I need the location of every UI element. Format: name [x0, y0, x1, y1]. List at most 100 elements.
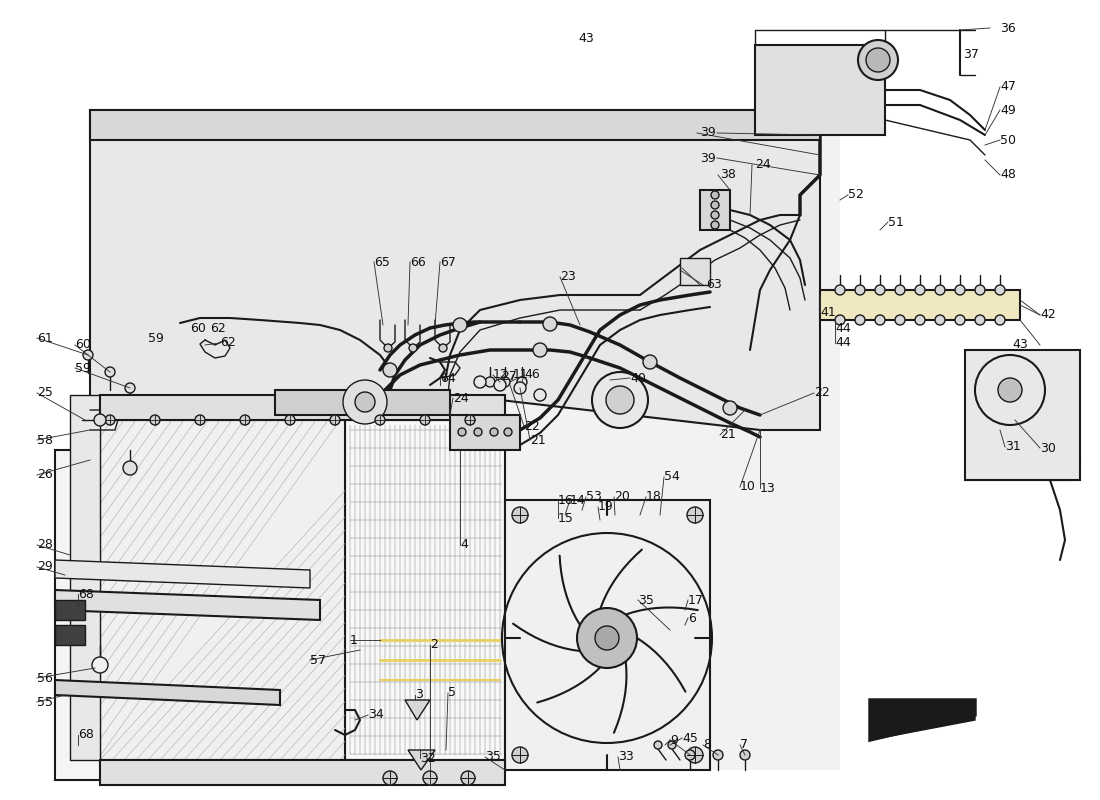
Circle shape: [424, 771, 437, 785]
Polygon shape: [55, 590, 320, 620]
Polygon shape: [100, 395, 505, 420]
Text: 21: 21: [720, 429, 736, 442]
Polygon shape: [505, 500, 710, 770]
Text: 7: 7: [740, 738, 748, 751]
Polygon shape: [755, 45, 886, 135]
Circle shape: [512, 507, 528, 523]
Circle shape: [835, 285, 845, 295]
Text: 14: 14: [570, 494, 585, 506]
Text: 67: 67: [440, 255, 455, 269]
Circle shape: [104, 415, 116, 425]
Circle shape: [534, 389, 546, 401]
Text: 62: 62: [210, 322, 225, 334]
Circle shape: [578, 608, 637, 668]
Circle shape: [383, 771, 397, 785]
Text: 65: 65: [374, 255, 389, 269]
Text: 42: 42: [1040, 309, 1056, 322]
Circle shape: [494, 379, 506, 391]
Circle shape: [915, 315, 925, 325]
Circle shape: [420, 415, 430, 425]
Text: 54: 54: [664, 470, 680, 483]
Polygon shape: [55, 680, 280, 705]
Text: 41: 41: [820, 306, 836, 319]
Text: 15: 15: [558, 511, 574, 525]
Circle shape: [998, 378, 1022, 402]
Polygon shape: [405, 700, 430, 720]
Polygon shape: [55, 450, 350, 780]
Text: 24: 24: [453, 391, 469, 405]
Text: 40: 40: [630, 371, 646, 385]
Text: 58: 58: [37, 434, 53, 446]
Polygon shape: [100, 760, 505, 785]
Circle shape: [125, 383, 135, 393]
Text: 34: 34: [368, 709, 384, 722]
Text: 11: 11: [513, 369, 529, 382]
Text: 48: 48: [1000, 169, 1016, 182]
Polygon shape: [55, 600, 85, 620]
Polygon shape: [965, 350, 1080, 480]
Text: 39: 39: [700, 126, 716, 139]
Text: 47: 47: [1000, 81, 1016, 94]
Text: 3: 3: [415, 689, 422, 702]
Text: 59: 59: [75, 362, 91, 374]
Polygon shape: [90, 110, 820, 140]
Circle shape: [606, 386, 634, 414]
Circle shape: [592, 372, 648, 428]
Polygon shape: [200, 30, 1080, 780]
Circle shape: [94, 414, 106, 426]
Circle shape: [874, 285, 886, 295]
Circle shape: [104, 367, 116, 377]
Circle shape: [895, 285, 905, 295]
Text: 20: 20: [614, 490, 630, 503]
Text: 5: 5: [448, 686, 456, 699]
Polygon shape: [90, 110, 820, 430]
Text: 61: 61: [37, 331, 53, 345]
Text: 43: 43: [578, 31, 594, 45]
Text: 35: 35: [638, 594, 653, 606]
Text: 44: 44: [835, 322, 850, 334]
Text: 45: 45: [682, 731, 697, 745]
Circle shape: [439, 344, 447, 352]
Text: 49: 49: [1000, 103, 1015, 117]
Text: 50: 50: [1000, 134, 1016, 146]
Polygon shape: [450, 415, 520, 450]
Circle shape: [866, 48, 890, 72]
Circle shape: [895, 315, 905, 325]
Text: simulatore: simulatore: [233, 561, 468, 599]
Circle shape: [453, 318, 468, 332]
Circle shape: [935, 285, 945, 295]
Circle shape: [711, 221, 719, 229]
Circle shape: [517, 377, 527, 387]
Text: 33: 33: [618, 750, 634, 763]
Text: 68: 68: [78, 729, 94, 742]
Circle shape: [461, 771, 475, 785]
Text: 9: 9: [670, 734, 678, 746]
Polygon shape: [55, 625, 85, 645]
Circle shape: [654, 741, 662, 749]
Text: 52: 52: [848, 189, 864, 202]
Text: 25: 25: [37, 386, 53, 399]
Text: 1: 1: [350, 634, 358, 646]
Circle shape: [534, 343, 547, 357]
Circle shape: [355, 392, 375, 412]
Text: 66: 66: [410, 255, 426, 269]
Circle shape: [490, 428, 498, 436]
Text: 38: 38: [720, 169, 736, 182]
Circle shape: [543, 317, 557, 331]
Circle shape: [375, 415, 385, 425]
Text: 39: 39: [700, 151, 716, 165]
Circle shape: [409, 344, 417, 352]
Circle shape: [711, 211, 719, 219]
Text: 8: 8: [703, 738, 711, 751]
Circle shape: [855, 315, 865, 325]
Text: 13: 13: [760, 482, 775, 494]
Text: 68: 68: [78, 587, 94, 601]
Circle shape: [485, 377, 495, 387]
Text: 59: 59: [148, 331, 164, 345]
Text: 31: 31: [1005, 441, 1021, 454]
Text: 51: 51: [888, 215, 904, 229]
Circle shape: [195, 415, 205, 425]
Polygon shape: [90, 120, 840, 770]
Text: 64: 64: [440, 371, 455, 385]
Polygon shape: [275, 390, 450, 415]
